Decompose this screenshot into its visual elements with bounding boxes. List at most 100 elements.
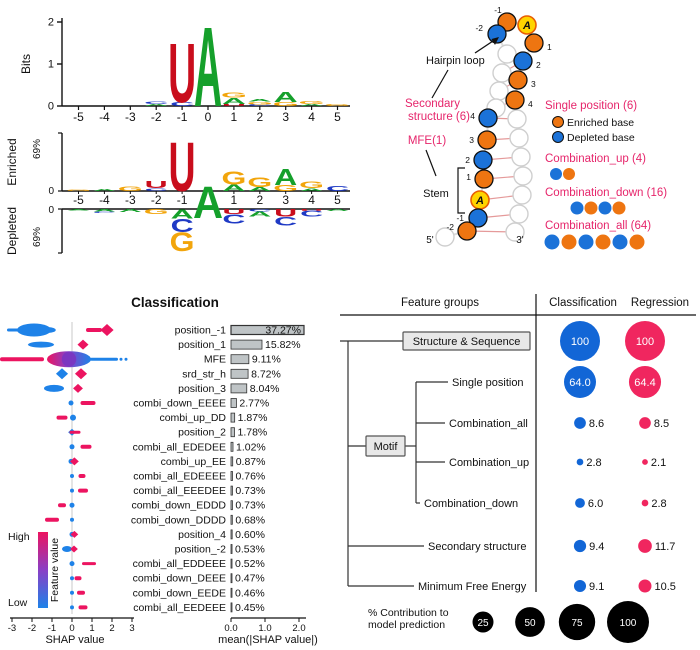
- backbone-base: [492, 63, 512, 83]
- mean-shap-bar: [230, 500, 233, 511]
- classification-bubble: [564, 366, 596, 398]
- mean-shap-bar: [230, 398, 237, 408]
- position-label: 1: [466, 172, 471, 182]
- x-tick-label: -1: [177, 193, 188, 207]
- logo-letter: U: [222, 208, 245, 216]
- size-legend-caption2: model prediction: [368, 619, 445, 631]
- logo-letter: G: [221, 91, 247, 99]
- logo-letter: U: [300, 208, 323, 211]
- beeswarm-dot: [70, 590, 74, 595]
- logo-letter: C: [171, 215, 194, 236]
- legend-enriched-base: Enriched base: [567, 117, 634, 129]
- legend-combination-all: Combination_all (64): [545, 220, 651, 232]
- feature-groups-panel: Feature groups Classification Regression St…: [340, 294, 696, 643]
- x-tick-label: 5: [334, 110, 341, 124]
- beeswarm-dot: [70, 414, 76, 421]
- logo-letter: U: [169, 128, 196, 206]
- beeswarm-dot: [70, 576, 74, 581]
- regression-value: 11.7: [655, 541, 676, 553]
- beeswarm-diamond: [55, 368, 69, 380]
- logo-letter: G: [144, 208, 169, 216]
- anchor-base: [517, 15, 537, 35]
- shap-pct-label: 1.87%: [238, 412, 268, 424]
- enriched-base: [505, 90, 525, 110]
- combination-all-dot: [612, 234, 628, 250]
- enriched-base: [508, 70, 528, 90]
- shap-x-tick-label: -3: [8, 623, 16, 634]
- shap-feature-label: position_2: [178, 427, 226, 439]
- shap-feature-label: combi_down_DDDD: [131, 514, 227, 526]
- shap-pct-label: 0.46%: [235, 587, 265, 599]
- combination-down-dot: [598, 201, 612, 215]
- regression-value: 100: [636, 336, 654, 348]
- shap-x-tick-label: -2: [28, 623, 36, 634]
- x-tick-label: 4: [308, 193, 315, 207]
- logo-letter: G: [273, 101, 299, 108]
- beeswarm-dash: [74, 576, 82, 581]
- beeswarm-dash: [90, 357, 118, 361]
- shap-feature-label: combi_all_EDEDEE: [133, 441, 226, 453]
- mean-shap-bar: [230, 354, 250, 365]
- beeswarm-dash: [78, 474, 86, 478]
- depleted-base: [473, 150, 493, 170]
- mean-shap-bar: [230, 324, 305, 336]
- x-tick-label: 2: [256, 193, 263, 207]
- logo-letter: C: [170, 101, 194, 108]
- beeswarm-dash: [82, 562, 96, 566]
- backbone-base: [511, 147, 531, 167]
- classification-value: 8.6: [589, 418, 604, 430]
- beeswarm-diamond: [70, 457, 79, 466]
- enriched-axis-title: Enriched: [5, 138, 19, 185]
- size-legend-value: 50: [524, 618, 536, 629]
- mean-shap-bar: [230, 339, 263, 350]
- logo-letter: G: [247, 101, 273, 105]
- logo-letter: A: [119, 208, 142, 213]
- classification-value: 2.8: [586, 457, 601, 469]
- logo-letter: A: [222, 96, 246, 106]
- legend-combination-up: Combination_up (4): [545, 153, 646, 165]
- shap-x-axis-title: SHAP value: [45, 634, 104, 646]
- mean-shap-bar: [230, 602, 233, 613]
- group-label: Minimum Free Energy: [418, 581, 527, 593]
- shap-pct-label: 1.02%: [236, 441, 266, 453]
- enriched-base-legend-icon: [552, 116, 564, 128]
- shap-pct-label: 0.52%: [235, 558, 265, 570]
- combination-up-dot: [563, 168, 575, 180]
- colorbar-low-label: Low: [8, 597, 28, 609]
- secondary-structure-label: Secondary: [405, 98, 460, 110]
- size-legend-value: 75: [571, 618, 583, 629]
- classification-value: 64.0: [569, 377, 590, 389]
- anchor-base-letter: A: [475, 195, 484, 207]
- x-tick-label: -2: [151, 110, 162, 124]
- classification-value: 100: [571, 336, 589, 348]
- mean-shap-bar: [230, 485, 233, 496]
- beeswarm-dot: [70, 517, 74, 522]
- position-label: -1: [494, 5, 502, 15]
- shap-feature-label: combi_up_EE: [161, 456, 226, 468]
- position-label: 2: [536, 60, 541, 70]
- shap-pct-label: 0.76%: [235, 471, 265, 483]
- logo-letter: U: [145, 179, 168, 191]
- size-legend-circle: [558, 603, 596, 641]
- logo-letter: A: [193, 178, 223, 228]
- mean-shap-bar: [230, 441, 234, 452]
- mean-shap-bar: [230, 427, 235, 438]
- backbone-base: [512, 185, 532, 205]
- size-legend-value: 25: [477, 618, 489, 629]
- shap-feature-label: combi_all_EDEEEE: [133, 471, 226, 483]
- beeswarm-diamond: [74, 368, 88, 380]
- logo-letter: A: [326, 208, 349, 211]
- classification-value: 9.4: [589, 541, 604, 553]
- shap-x-tick-label: 1: [89, 623, 94, 634]
- regression-bubble: [638, 579, 652, 593]
- position-label: 2: [465, 155, 470, 165]
- shap-x-tick-label: 0: [69, 623, 74, 634]
- depleted-base: [468, 208, 488, 228]
- position-label: 3: [469, 135, 474, 145]
- x-tick-label: 1: [231, 110, 238, 124]
- logo-letter: A: [144, 104, 168, 107]
- stem-label: Stem: [423, 188, 449, 200]
- beeswarm-lens: [62, 546, 72, 552]
- backbone-base: [497, 44, 517, 64]
- backbone-base: [513, 166, 533, 186]
